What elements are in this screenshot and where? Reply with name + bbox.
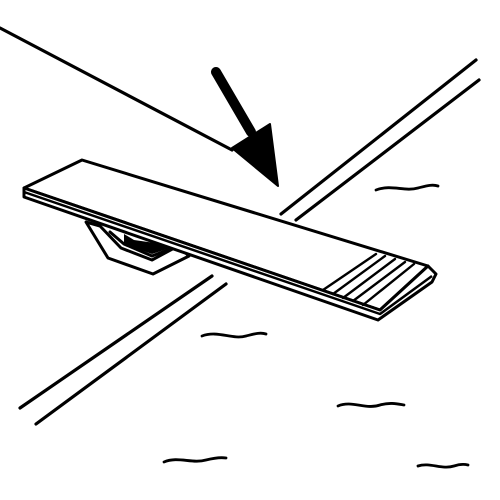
support-bracket-inner <box>108 230 180 258</box>
diving-board-icon <box>22 158 438 322</box>
support-bracket-shadow <box>124 234 176 254</box>
water-ripples <box>162 183 470 469</box>
water-ripple-icon <box>416 462 470 469</box>
arrow-head <box>231 123 279 187</box>
board-side-face <box>22 186 438 322</box>
pool-edge <box>18 58 481 426</box>
pool-edge-line-upper <box>279 58 478 216</box>
pool-edge-line-lower-lower-segment <box>34 282 228 426</box>
board-front-edge-line <box>23 190 433 316</box>
deck-edge-line <box>0 26 234 152</box>
pool-edge-line-upper-lower-segment <box>18 274 214 410</box>
board-tread-stripes <box>321 252 416 307</box>
water-ripple-icon <box>336 402 406 408</box>
water-ripple-icon <box>374 183 440 192</box>
arrow-shaft <box>211 67 256 137</box>
water-ripple-icon <box>200 331 268 339</box>
water-ripple-icon <box>162 456 228 464</box>
down-arrow-icon <box>211 67 279 187</box>
pool-edge-line-lower <box>294 78 481 222</box>
